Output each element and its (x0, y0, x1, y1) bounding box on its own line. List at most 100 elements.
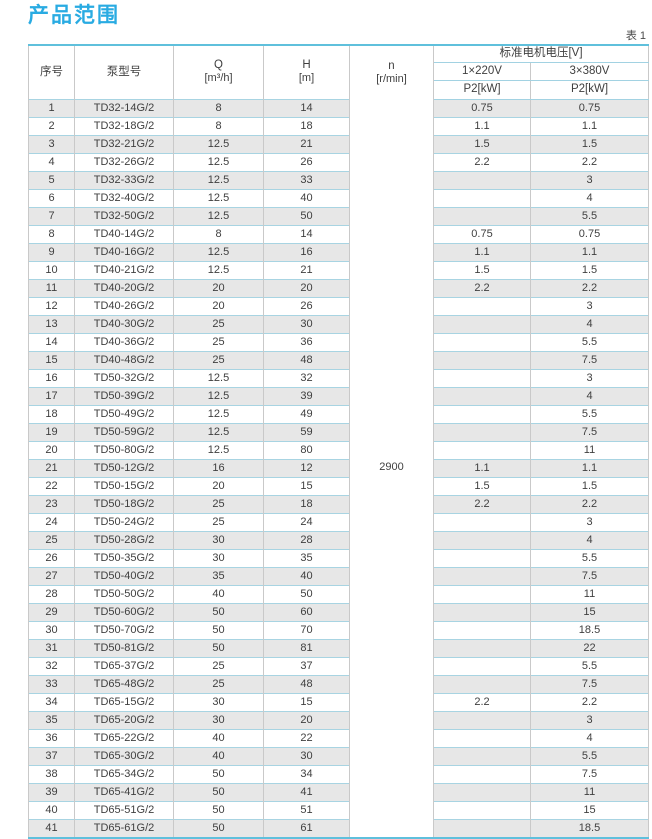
cell-model: TD50-70G/2 (74, 620, 174, 639)
cell-index: 41 (28, 818, 75, 838)
cell-h: 21 (263, 260, 350, 279)
cell-q: 50 (173, 620, 264, 639)
cell-p2-220 (433, 584, 531, 603)
cell-index: 21 (28, 458, 75, 477)
cell-q: 12.5 (173, 134, 264, 153)
table-row: 11 TD40-20G/2 20 20 2.2 2.2 (28, 278, 649, 297)
cell-model: TD50-24G/2 (74, 512, 174, 531)
header-q-unit: [m³/h] (204, 72, 233, 85)
cell-model: TD65-51G/2 (74, 800, 174, 819)
cell-q: 12.5 (173, 440, 264, 459)
cell-p2-220: 0.75 (433, 98, 531, 117)
cell-n-speed: 2900 (349, 99, 434, 838)
cell-q: 12.5 (173, 152, 264, 171)
cell-index: 13 (28, 314, 75, 333)
table-row: 5 TD32-33G/2 12.5 33 3 (28, 170, 649, 189)
cell-model: TD50-12G/2 (74, 458, 174, 477)
cell-p2-380: 1.5 (530, 476, 649, 495)
cell-model: TD32-40G/2 (74, 188, 174, 207)
cell-p2-380: 7.5 (530, 764, 649, 783)
table-row: 30 TD50-70G/2 50 70 18.5 (28, 620, 649, 639)
cell-h: 22 (263, 728, 350, 747)
cell-q: 30 (173, 710, 264, 729)
cell-p2-380: 1.5 (530, 260, 649, 279)
cell-p2-220 (433, 512, 531, 531)
cell-q: 25 (173, 494, 264, 513)
cell-p2-220: 2.2 (433, 692, 531, 711)
cell-p2-220 (433, 566, 531, 585)
cell-h: 48 (263, 350, 350, 369)
cell-index: 1 (28, 98, 75, 117)
header-q-symbol: Q (214, 59, 223, 72)
cell-p2-220 (433, 818, 531, 838)
cell-q: 12.5 (173, 206, 264, 225)
header-h: H [m] (263, 45, 350, 99)
cell-h: 40 (263, 188, 350, 207)
cell-model: TD65-61G/2 (74, 818, 174, 838)
cell-model: TD65-48G/2 (74, 674, 174, 693)
cell-p2-380: 4 (530, 728, 649, 747)
table-row: 4 TD32-26G/2 12.5 26 2.2 2.2 (28, 152, 649, 171)
cell-h: 50 (263, 584, 350, 603)
cell-p2-380: 22 (530, 638, 649, 657)
cell-q: 30 (173, 530, 264, 549)
cell-q: 12.5 (173, 404, 264, 423)
cell-h: 24 (263, 512, 350, 531)
cell-p2-380: 7.5 (530, 422, 649, 441)
cell-p2-380: 2.2 (530, 152, 649, 171)
cell-index: 33 (28, 674, 75, 693)
cell-p2-220 (433, 782, 531, 801)
cell-p2-380: 3 (530, 368, 649, 387)
cell-model: TD40-16G/2 (74, 242, 174, 261)
cell-model: TD32-21G/2 (74, 134, 174, 153)
cell-p2-220 (433, 314, 531, 333)
cell-p2-380: 4 (530, 314, 649, 333)
cell-model: TD65-37G/2 (74, 656, 174, 675)
cell-p2-220: 1.5 (433, 260, 531, 279)
cell-model: TD40-36G/2 (74, 332, 174, 351)
cell-h: 33 (263, 170, 350, 189)
cell-index: 37 (28, 746, 75, 765)
cell-p2-220 (433, 170, 531, 189)
cell-q: 40 (173, 584, 264, 603)
cell-q: 50 (173, 638, 264, 657)
cell-model: TD65-20G/2 (74, 710, 174, 729)
header-p2-220: P2[kW] (433, 80, 531, 100)
cell-q: 20 (173, 476, 264, 495)
cell-index: 23 (28, 494, 75, 513)
cell-model: TD50-50G/2 (74, 584, 174, 603)
cell-h: 15 (263, 692, 350, 711)
table-row: 31 TD50-81G/2 50 81 22 (28, 638, 649, 657)
table-row: 7 TD32-50G/2 12.5 50 5.5 (28, 206, 649, 225)
header-voltage-220: 1×220V (433, 62, 531, 81)
cell-p2-220: 1.5 (433, 476, 531, 495)
cell-model: TD50-18G/2 (74, 494, 174, 513)
cell-p2-380: 11 (530, 782, 649, 801)
cell-index: 19 (28, 422, 75, 441)
table-row: 41 TD65-61G/2 50 61 18.5 (28, 818, 649, 838)
cell-h: 70 (263, 620, 350, 639)
cell-q: 25 (173, 674, 264, 693)
cell-p2-220 (433, 350, 531, 369)
cell-p2-380: 2.2 (530, 278, 649, 297)
cell-p2-380: 3 (530, 170, 649, 189)
table-row: 40 TD65-51G/2 50 51 15 (28, 800, 649, 819)
cell-p2-380: 0.75 (530, 98, 649, 117)
cell-index: 16 (28, 368, 75, 387)
table-row: 18 TD50-49G/2 12.5 49 5.5 (28, 404, 649, 423)
cell-model: TD50-81G/2 (74, 638, 174, 657)
header-h-symbol: H (302, 59, 311, 72)
cell-p2-220: 2.2 (433, 278, 531, 297)
cell-h: 34 (263, 764, 350, 783)
table-row: 15 TD40-48G/2 25 48 7.5 (28, 350, 649, 369)
cell-index: 3 (28, 134, 75, 153)
table-row: 22 TD50-15G/2 20 15 1.5 1.5 (28, 476, 649, 495)
header-h-unit: [m] (298, 72, 315, 85)
table-row: 28 TD50-50G/2 40 50 11 (28, 584, 649, 603)
cell-p2-380: 7.5 (530, 350, 649, 369)
cell-index: 40 (28, 800, 75, 819)
cell-q: 20 (173, 278, 264, 297)
cell-h: 16 (263, 242, 350, 261)
cell-model: TD32-33G/2 (74, 170, 174, 189)
cell-model: TD40-48G/2 (74, 350, 174, 369)
